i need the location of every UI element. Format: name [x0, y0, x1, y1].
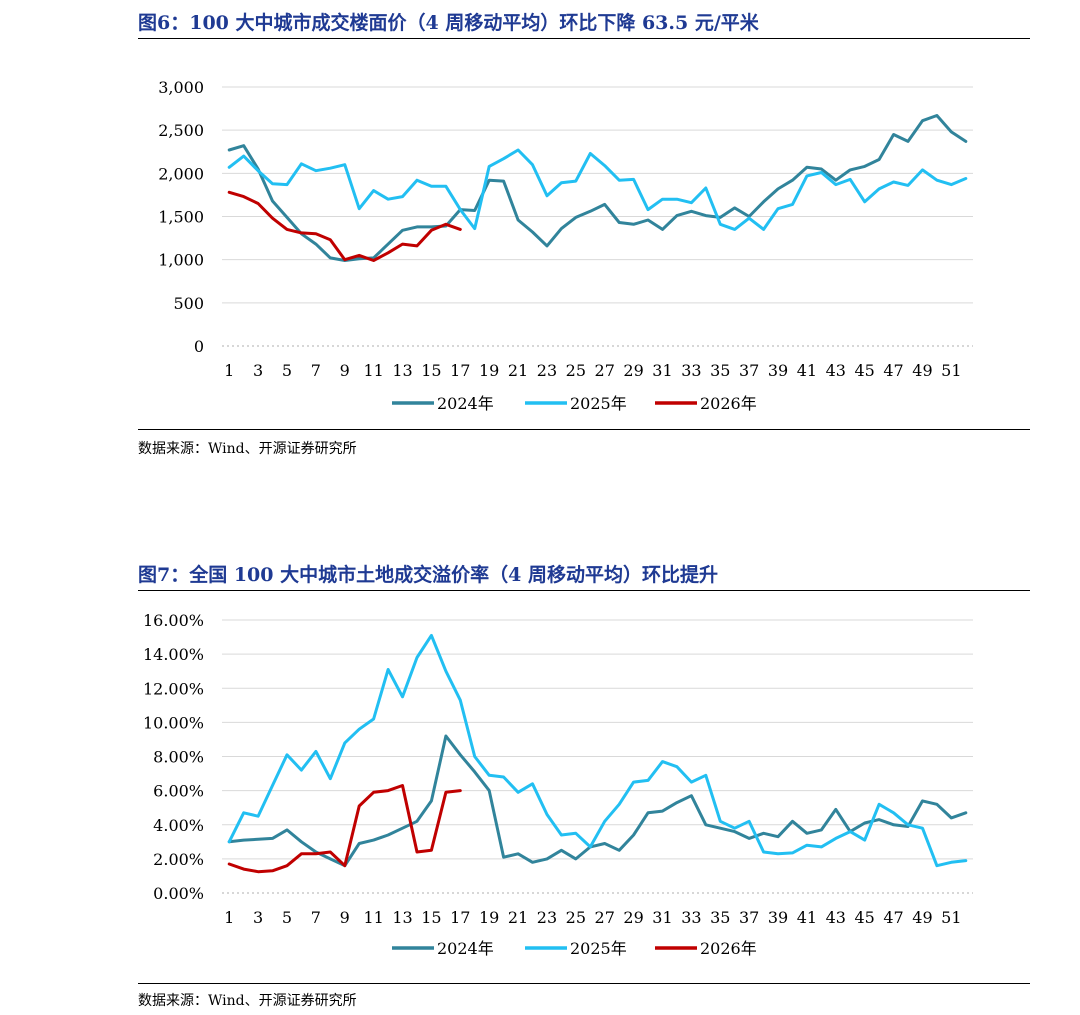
- y-tick-label: 3,000: [158, 78, 204, 97]
- x-tick-label: 35: [710, 361, 730, 380]
- x-tick-label: 19: [479, 361, 499, 380]
- series-line-2026: [227, 784, 462, 874]
- x-tick-label: 43: [826, 361, 846, 380]
- x-tick-label: 51: [941, 361, 961, 380]
- x-tick-label: 45: [855, 908, 875, 927]
- x-tick-label: 15: [421, 908, 441, 927]
- x-tick-label: 41: [797, 908, 817, 927]
- series-line-2024: [227, 734, 968, 868]
- figure-7-bottom-rule: [138, 983, 1030, 984]
- x-tick-label: 15: [421, 361, 441, 380]
- figure-6-source: 数据来源：Wind、开源证券研究所: [138, 441, 357, 457]
- x-tick-label: 47: [883, 908, 903, 927]
- x-tick-label: 23: [537, 361, 557, 380]
- y-tick-label: 4.00%: [153, 816, 204, 835]
- y-tick-label: 14.00%: [143, 645, 204, 664]
- y-tick-label: 1,000: [158, 251, 204, 270]
- x-tick-label: 37: [739, 361, 759, 380]
- x-tick-label: 23: [537, 908, 557, 927]
- y-tick-label: 8.00%: [153, 748, 204, 767]
- x-tick-label: 43: [826, 908, 846, 927]
- y-tick-label: 0: [194, 337, 204, 356]
- x-tick-label: 51: [941, 908, 961, 927]
- x-tick-label: 17: [450, 908, 470, 927]
- y-tick-label: 1,500: [158, 208, 204, 227]
- x-tick-label: 39: [768, 908, 788, 927]
- x-tick-label: 3: [253, 361, 263, 380]
- x-tick-label: 11: [363, 361, 383, 380]
- legend-label: 2026年: [700, 939, 757, 958]
- x-tick-label: 31: [652, 361, 672, 380]
- x-tick-label: 5: [282, 361, 292, 380]
- legend-label: 2024年: [437, 394, 494, 413]
- x-tick-label: 41: [797, 361, 817, 380]
- x-tick-label: 11: [363, 908, 383, 927]
- series-line-2026: [227, 190, 462, 262]
- x-tick-label: 7: [311, 908, 321, 927]
- x-tick-label: 1: [224, 361, 234, 380]
- x-tick-label: 21: [508, 908, 528, 927]
- x-tick-label: 49: [912, 361, 932, 380]
- x-tick-label: 25: [566, 908, 586, 927]
- x-tick-label: 33: [681, 361, 701, 380]
- x-tick-label: 29: [623, 361, 643, 380]
- x-tick-label: 33: [681, 908, 701, 927]
- figure-6-title: 图6：100 大中城市成交楼面价（4 周移动平均）环比下降 63.5 元/平米: [138, 12, 759, 34]
- x-tick-label: 7: [311, 361, 321, 380]
- x-tick-label: 5: [282, 908, 292, 927]
- y-tick-label: 10.00%: [143, 713, 204, 732]
- legend-label: 2024年: [437, 939, 494, 958]
- figure-7-source: 数据来源：Wind、开源证券研究所: [138, 993, 357, 1009]
- x-tick-label: 19: [479, 908, 499, 927]
- y-tick-label: 2,500: [158, 121, 204, 140]
- x-tick-label: 13: [392, 908, 412, 927]
- x-tick-label: 9: [340, 908, 350, 927]
- series-line-2024: [227, 114, 968, 262]
- x-tick-label: 9: [340, 361, 350, 380]
- x-tick-label: 31: [652, 908, 672, 927]
- y-tick-label: 6.00%: [153, 782, 204, 801]
- x-tick-label: 39: [768, 361, 788, 380]
- series-line-2025: [227, 633, 968, 868]
- x-tick-label: 35: [710, 908, 730, 927]
- x-tick-label: 29: [623, 908, 643, 927]
- x-tick-label: 21: [508, 361, 528, 380]
- figure-6-bottom-rule: [138, 429, 1030, 430]
- x-tick-label: 27: [595, 908, 615, 927]
- legend-label: 2026年: [700, 394, 757, 413]
- y-tick-label: 2.00%: [153, 850, 204, 869]
- x-tick-label: 3: [253, 908, 263, 927]
- x-tick-label: 47: [883, 361, 903, 380]
- y-tick-label: 12.00%: [143, 679, 204, 698]
- x-tick-label: 17: [450, 361, 470, 380]
- series-line-2025: [227, 148, 968, 231]
- figure-7-title: 图7：全国 100 大中城市土地成交溢价率（4 周移动平均）环比提升: [138, 564, 718, 586]
- x-tick-label: 1: [224, 908, 234, 927]
- y-tick-label: 2,000: [158, 164, 204, 183]
- x-tick-label: 49: [912, 908, 932, 927]
- figure-6-top-rule: [138, 38, 1030, 39]
- x-tick-label: 45: [855, 361, 875, 380]
- y-tick-label: 16.00%: [143, 611, 204, 630]
- x-tick-label: 25: [566, 361, 586, 380]
- x-tick-label: 27: [595, 361, 615, 380]
- y-tick-label: 500: [173, 294, 204, 313]
- y-tick-label: 0.00%: [153, 884, 204, 903]
- x-tick-label: 37: [739, 908, 759, 927]
- x-tick-label: 13: [392, 361, 412, 380]
- legend-label: 2025年: [570, 394, 627, 413]
- figure-7-top-rule: [138, 590, 1030, 591]
- legend-label: 2025年: [570, 939, 627, 958]
